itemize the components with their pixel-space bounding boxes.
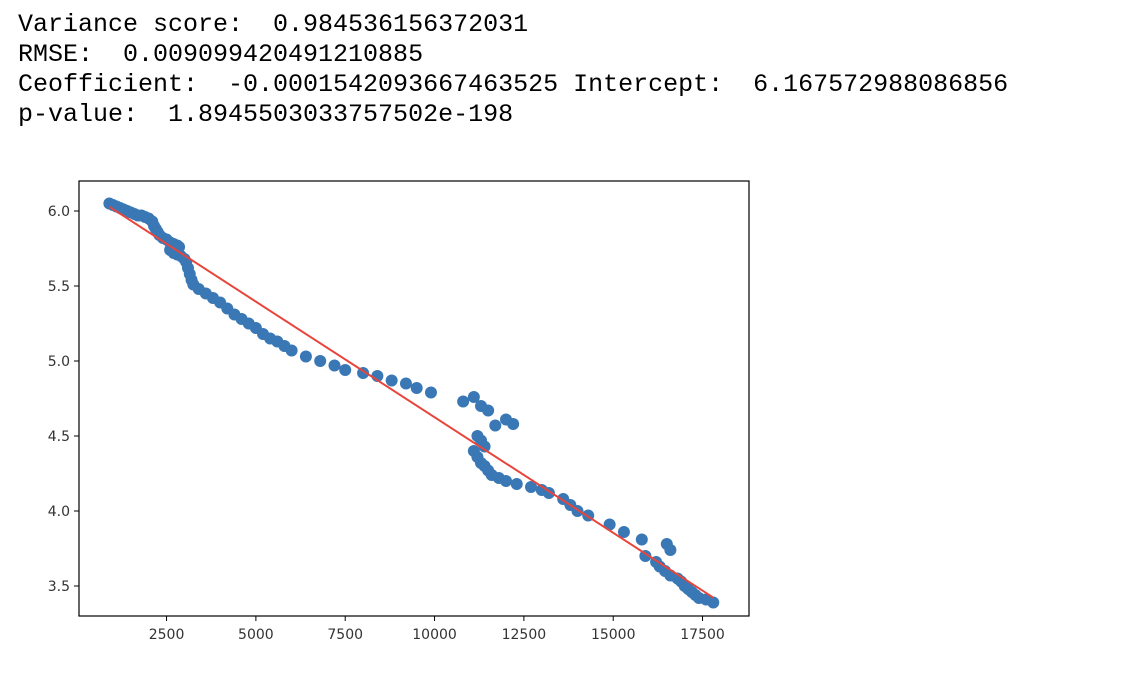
data-point <box>507 418 520 430</box>
data-point <box>489 419 502 432</box>
y-tick-label: 4.0 <box>48 504 70 520</box>
p-value-line: p-value: 1.8945503033757502e-198 <box>18 100 514 129</box>
data-point <box>410 382 423 394</box>
rmse-line: RMSE: 0.009099420491210885 <box>18 40 424 69</box>
coefficient-intercept-line: Ceofficient: -0.0001542093667463525 Inte… <box>18 70 1009 99</box>
data-point <box>328 359 341 372</box>
data-point <box>617 526 630 538</box>
data-point <box>525 481 538 493</box>
data-point <box>339 364 352 376</box>
data-point <box>482 404 495 417</box>
data-point <box>299 350 312 363</box>
y-tick-label: 3.5 <box>48 579 70 595</box>
x-tick-label: 12500 <box>502 627 547 643</box>
x-tick-label: 17500 <box>680 627 725 643</box>
x-tick-label: 15000 <box>591 627 636 643</box>
data-point <box>664 544 677 556</box>
data-point <box>285 344 298 357</box>
data-point <box>457 395 470 408</box>
y-tick-label: 6.0 <box>48 204 70 220</box>
data-point <box>399 377 412 390</box>
x-tick-label: 5000 <box>238 627 274 643</box>
data-point <box>707 596 720 609</box>
data-point <box>385 374 398 387</box>
x-tick-label: 2500 <box>149 627 185 643</box>
variance-score-line: Variance score: 0.984536156372031 <box>18 10 529 39</box>
x-tick-label: 10000 <box>412 627 457 643</box>
y-tick-label: 4.5 <box>48 429 70 445</box>
data-point <box>314 355 327 367</box>
y-tick-label: 5.0 <box>48 354 70 370</box>
data-point <box>635 533 648 546</box>
x-tick-label: 7500 <box>327 627 363 643</box>
plot-frame <box>78 180 750 617</box>
regression-fit-line <box>108 205 714 599</box>
data-point <box>467 391 480 403</box>
data-point <box>424 386 437 399</box>
data-point <box>500 475 513 487</box>
data-point <box>639 550 652 562</box>
regression-output: Variance score: 0.984536156372031 RMSE: 0… <box>18 10 1008 130</box>
data-point <box>510 478 523 490</box>
y-tick-label: 5.5 <box>48 279 70 295</box>
data-point <box>478 440 491 453</box>
